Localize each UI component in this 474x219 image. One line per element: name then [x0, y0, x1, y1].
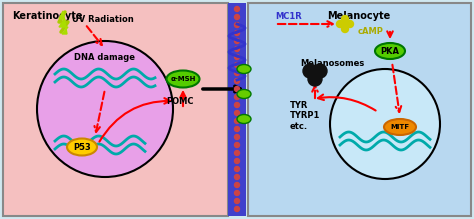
- Circle shape: [235, 71, 239, 76]
- Ellipse shape: [237, 65, 251, 74]
- Circle shape: [235, 95, 239, 99]
- Text: POMC: POMC: [166, 97, 194, 106]
- Text: UV Radiation: UV Radiation: [72, 15, 134, 24]
- Text: MITF: MITF: [391, 124, 410, 130]
- Ellipse shape: [166, 71, 200, 88]
- Ellipse shape: [237, 90, 251, 99]
- Ellipse shape: [237, 115, 251, 124]
- Circle shape: [235, 182, 239, 187]
- Circle shape: [235, 111, 239, 115]
- Circle shape: [235, 46, 239, 51]
- Ellipse shape: [384, 119, 416, 135]
- Text: PKA: PKA: [381, 46, 400, 55]
- Circle shape: [235, 23, 239, 28]
- Circle shape: [346, 21, 354, 28]
- Text: Keratinocyte: Keratinocyte: [12, 11, 82, 21]
- Circle shape: [330, 69, 440, 179]
- Circle shape: [235, 55, 239, 60]
- Circle shape: [341, 16, 348, 23]
- Circle shape: [313, 64, 327, 78]
- Text: DNA damage: DNA damage: [74, 53, 136, 62]
- Circle shape: [235, 30, 239, 35]
- Circle shape: [235, 127, 239, 131]
- Text: P53: P53: [73, 143, 91, 152]
- Circle shape: [235, 7, 239, 12]
- Circle shape: [308, 72, 322, 86]
- Circle shape: [235, 191, 239, 196]
- Circle shape: [235, 87, 239, 92]
- Text: cAMP: cAMP: [358, 27, 384, 36]
- Circle shape: [235, 14, 239, 19]
- Ellipse shape: [67, 138, 97, 155]
- Ellipse shape: [375, 43, 405, 59]
- Circle shape: [341, 25, 348, 32]
- Text: Melanosomes: Melanosomes: [300, 59, 364, 68]
- Text: α-MSH: α-MSH: [170, 76, 196, 82]
- Circle shape: [235, 198, 239, 203]
- Polygon shape: [59, 11, 68, 34]
- Text: TYR
TYRP1
etc.: TYR TYRP1 etc.: [290, 101, 320, 131]
- Text: Melanocyte: Melanocyte: [327, 11, 390, 21]
- Circle shape: [235, 78, 239, 83]
- Circle shape: [235, 166, 239, 171]
- FancyBboxPatch shape: [228, 3, 246, 216]
- Circle shape: [235, 118, 239, 124]
- FancyBboxPatch shape: [248, 3, 471, 216]
- Circle shape: [235, 102, 239, 108]
- Text: MC1R: MC1R: [275, 12, 302, 21]
- Circle shape: [235, 150, 239, 155]
- Circle shape: [235, 62, 239, 67]
- Circle shape: [303, 64, 317, 78]
- Circle shape: [235, 39, 239, 44]
- Circle shape: [235, 143, 239, 148]
- Circle shape: [342, 21, 348, 27]
- Circle shape: [337, 21, 344, 28]
- Circle shape: [235, 207, 239, 212]
- Circle shape: [235, 175, 239, 180]
- Circle shape: [37, 41, 173, 177]
- Circle shape: [235, 159, 239, 164]
- FancyBboxPatch shape: [3, 3, 228, 216]
- Circle shape: [235, 134, 239, 140]
